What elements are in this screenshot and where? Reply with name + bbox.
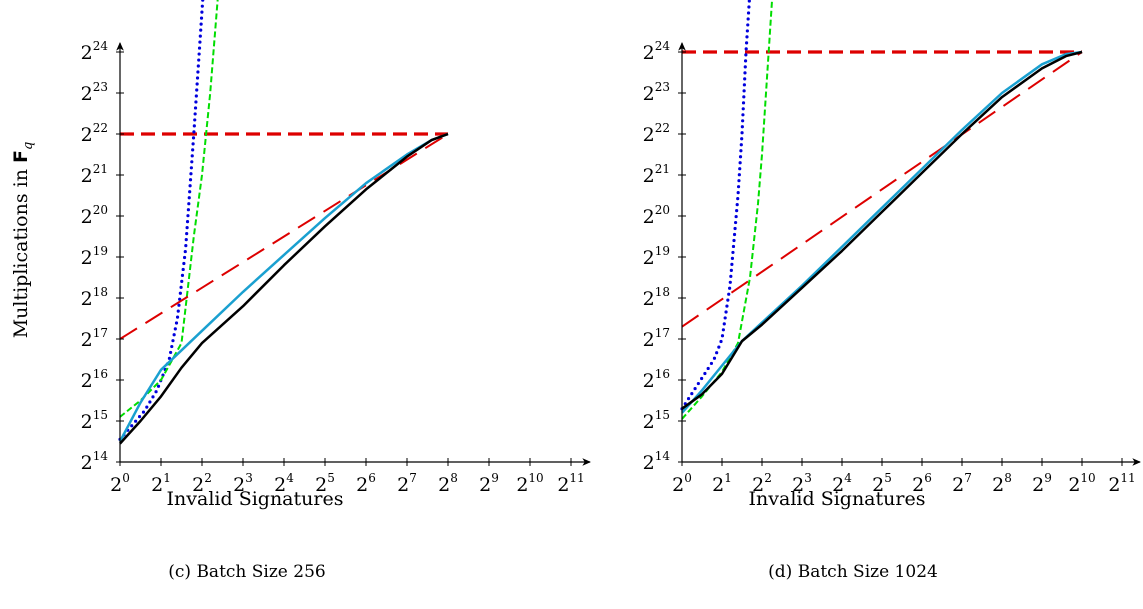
x-tick-label: 210: [1068, 471, 1095, 496]
y-tick-label: 217: [81, 326, 108, 351]
x-tick-label: 26: [912, 471, 932, 496]
x-tick-label: 21: [712, 471, 732, 496]
y-tick-label: 223: [643, 80, 670, 105]
x-tick-label: 25: [315, 471, 335, 496]
series-line-4: [118, 132, 449, 443]
plot-area: 20 21 22 23 24 25 26 27 28 29 210 211 214 215 216 217 21…: [643, 0, 1141, 496]
chart-caption: (d) Batch Size 1024: [768, 562, 938, 582]
y-tick-label: 217: [643, 326, 670, 351]
series-line-2: [681, 0, 774, 420]
series-group: [118, 0, 449, 445]
y-tick-label: 220: [81, 203, 108, 228]
y-tick-label: 220: [643, 203, 670, 228]
y-tick-label: 219: [81, 244, 108, 269]
y-axis-title-field: F: [10, 150, 32, 163]
series-line-2: [119, 0, 219, 418]
y-tick-label: 216: [643, 367, 670, 392]
x-tick-label: 22: [192, 471, 212, 496]
y-tick-label: 219: [643, 244, 670, 269]
x-tick-label: 26: [356, 471, 376, 496]
y-tick-label: 221: [81, 162, 108, 187]
series-line-1: [680, 0, 751, 411]
chart-caption: (c) Batch Size 256: [168, 562, 325, 582]
x-tick-label: 27: [952, 471, 972, 496]
y-tick-label: 218: [81, 285, 108, 310]
y-axis-title-sub: q: [21, 142, 36, 150]
x-axis-title: Invalid Signatures: [167, 488, 344, 510]
x-tick-label: 211: [557, 471, 584, 496]
x-tick-label: 29: [479, 471, 499, 496]
x-tick-label: 24: [274, 471, 294, 496]
x-tick-label: 20: [672, 471, 692, 496]
y-axis-title-prefix: Multiplications in: [10, 163, 32, 338]
y-tick-label: 215: [643, 408, 670, 433]
y-axis-title: Multiplications in Fq: [10, 142, 36, 339]
x-axis-title: Invalid Signatures: [749, 488, 926, 510]
x-tick-label: 24: [832, 471, 852, 496]
x-tick-label: 21: [151, 471, 171, 496]
y-tick-label: 222: [643, 121, 670, 146]
y-tick-label: 216: [81, 367, 108, 392]
series-line-3: [681, 51, 1083, 328]
y-tick-label: 215: [81, 408, 108, 433]
x-tick-label: 20: [110, 471, 130, 496]
x-tick-label: 22: [752, 471, 772, 496]
y-tick-label: 214: [81, 449, 109, 474]
series-group: [680, 0, 1083, 420]
x-tick-label: 27: [397, 471, 417, 496]
x-tick-label: 211: [1108, 471, 1135, 496]
x-tick-label: 28: [438, 471, 458, 496]
x-tick-label: 210: [516, 471, 543, 496]
series-line-4: [681, 50, 1083, 414]
x-tick-label: 25: [872, 471, 892, 496]
series-line-3: [119, 133, 449, 340]
x-tick-label: 23: [233, 471, 253, 496]
plot-area: 20 21 22 23 24 25 26 27 28 29 210 211 214 215 216 217 21…: [81, 0, 591, 496]
y-tick-label: 224: [643, 39, 671, 64]
y-tick-label: 218: [643, 285, 670, 310]
chart-panel-d: 20 21 22 23 24 25 26 27 28 29 210 211 214 215 216 217 21…: [643, 0, 1141, 582]
chart-panel-c: Multiplications in Fq 20 21 22 23 24 25 26 27 28…: [10, 0, 591, 582]
x-tick-label: 29: [1032, 471, 1052, 496]
x-tick-label: 23: [792, 471, 812, 496]
series-line-5: [681, 50, 1083, 410]
series-line-5: [119, 132, 449, 445]
y-tick-label: 221: [643, 162, 670, 187]
y-tick-label: 222: [81, 121, 108, 146]
series-line-1: [118, 0, 205, 441]
y-tick-label: 223: [81, 80, 108, 105]
y-tick-label: 224: [81, 39, 109, 64]
x-tick-label: 28: [992, 471, 1012, 496]
y-tick-label: 214: [643, 449, 671, 474]
